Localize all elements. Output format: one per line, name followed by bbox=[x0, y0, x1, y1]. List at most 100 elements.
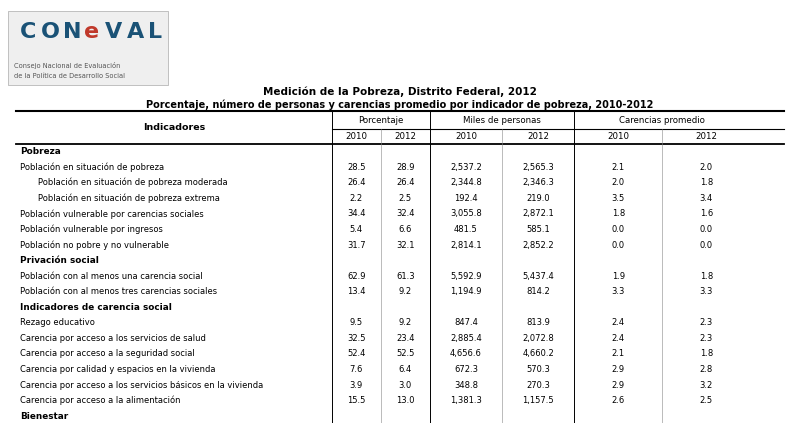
Text: e: e bbox=[84, 22, 99, 42]
Text: 1,157.5: 1,157.5 bbox=[522, 396, 554, 405]
Text: Carencia por acceso a los servicios básicos en la vivienda: Carencia por acceso a los servicios bási… bbox=[20, 381, 263, 390]
Text: Privación social: Privación social bbox=[20, 256, 99, 265]
Text: 192.4: 192.4 bbox=[454, 194, 478, 203]
Text: Población vulnerable por carencias sociales: Población vulnerable por carencias socia… bbox=[20, 209, 204, 219]
Text: 28.5: 28.5 bbox=[347, 163, 366, 172]
Text: 2.8: 2.8 bbox=[700, 365, 713, 374]
Text: 3.0: 3.0 bbox=[398, 381, 412, 390]
Text: 6.6: 6.6 bbox=[398, 225, 412, 234]
Text: 34.4: 34.4 bbox=[347, 209, 366, 218]
Text: 2,565.3: 2,565.3 bbox=[522, 163, 554, 172]
Text: 2.9: 2.9 bbox=[612, 381, 625, 390]
Text: C: C bbox=[20, 22, 36, 42]
Text: 219.0: 219.0 bbox=[526, 194, 550, 203]
Text: 4,660.2: 4,660.2 bbox=[522, 349, 554, 358]
FancyBboxPatch shape bbox=[8, 11, 168, 85]
Text: 3,055.8: 3,055.8 bbox=[450, 209, 482, 218]
Text: Carencia por acceso a la alimentación: Carencia por acceso a la alimentación bbox=[20, 396, 181, 405]
Text: 3.4: 3.4 bbox=[700, 194, 713, 203]
Text: Miles de personas: Miles de personas bbox=[463, 115, 541, 125]
Text: 2.1: 2.1 bbox=[612, 163, 625, 172]
Text: Indicadores de carencia social: Indicadores de carencia social bbox=[20, 303, 172, 312]
Text: Consejo Nacional de Evaluación: Consejo Nacional de Evaluación bbox=[14, 62, 121, 69]
Text: 15.5: 15.5 bbox=[347, 396, 366, 405]
Text: 1.8: 1.8 bbox=[612, 209, 625, 218]
Text: 2010: 2010 bbox=[607, 132, 630, 141]
Text: 2012: 2012 bbox=[394, 132, 416, 141]
Text: 62.9: 62.9 bbox=[347, 272, 366, 280]
Text: 1,381.3: 1,381.3 bbox=[450, 396, 482, 405]
Text: 2.4: 2.4 bbox=[612, 334, 625, 343]
Text: 2.1: 2.1 bbox=[612, 349, 625, 358]
Text: Rezago educativo: Rezago educativo bbox=[20, 319, 95, 327]
Text: 0.0: 0.0 bbox=[700, 241, 713, 250]
Text: 9.2: 9.2 bbox=[398, 287, 412, 296]
Text: 2.5: 2.5 bbox=[700, 396, 713, 405]
Text: 32.4: 32.4 bbox=[396, 209, 414, 218]
Text: L: L bbox=[148, 22, 162, 42]
Text: 1,194.9: 1,194.9 bbox=[450, 287, 482, 296]
Text: 5.4: 5.4 bbox=[350, 225, 363, 234]
Text: 1.8: 1.8 bbox=[700, 178, 713, 187]
Text: 2,872.1: 2,872.1 bbox=[522, 209, 554, 218]
Text: 2.9: 2.9 bbox=[612, 365, 625, 374]
Text: 13.0: 13.0 bbox=[396, 396, 414, 405]
Text: 2,346.3: 2,346.3 bbox=[522, 178, 554, 187]
Text: 2,344.8: 2,344.8 bbox=[450, 178, 482, 187]
Text: 2,885.4: 2,885.4 bbox=[450, 334, 482, 343]
Text: 28.9: 28.9 bbox=[396, 163, 414, 172]
Text: O: O bbox=[42, 22, 60, 42]
Text: 7.6: 7.6 bbox=[350, 365, 363, 374]
Text: 2012: 2012 bbox=[527, 132, 550, 141]
Text: 2.6: 2.6 bbox=[612, 396, 625, 405]
Text: Población con al menos una carencia social: Población con al menos una carencia soci… bbox=[20, 272, 202, 280]
Text: 2,852.2: 2,852.2 bbox=[522, 241, 554, 250]
Text: 3.9: 3.9 bbox=[350, 381, 363, 390]
Text: de la Política de Desarrollo Social: de la Política de Desarrollo Social bbox=[14, 73, 126, 79]
Text: 26.4: 26.4 bbox=[347, 178, 366, 187]
Text: Pobreza: Pobreza bbox=[20, 147, 61, 156]
Text: Porcentaje: Porcentaje bbox=[358, 115, 403, 125]
Text: N: N bbox=[62, 22, 81, 42]
Text: 61.3: 61.3 bbox=[396, 272, 414, 280]
Text: Medición de la Pobreza, Distrito Federal, 2012: Medición de la Pobreza, Distrito Federal… bbox=[263, 87, 537, 97]
Text: Indicadores: Indicadores bbox=[143, 123, 205, 132]
Text: Carencia por acceso a la seguridad social: Carencia por acceso a la seguridad socia… bbox=[20, 349, 194, 358]
Text: 2010: 2010 bbox=[346, 132, 367, 141]
Text: 0.0: 0.0 bbox=[612, 225, 625, 234]
Text: Bienestar: Bienestar bbox=[20, 412, 68, 421]
Text: 672.3: 672.3 bbox=[454, 365, 478, 374]
Text: 1.6: 1.6 bbox=[700, 209, 713, 218]
Text: Población con al menos tres carencias sociales: Población con al menos tres carencias so… bbox=[20, 287, 217, 296]
Text: Población no pobre y no vulnerable: Población no pobre y no vulnerable bbox=[20, 240, 169, 250]
Text: 1.9: 1.9 bbox=[612, 272, 625, 280]
Text: 2,537.2: 2,537.2 bbox=[450, 163, 482, 172]
Text: 585.1: 585.1 bbox=[526, 225, 550, 234]
Text: 0.0: 0.0 bbox=[700, 225, 713, 234]
Text: 3.3: 3.3 bbox=[612, 287, 625, 296]
Text: Carencias promedio: Carencias promedio bbox=[619, 115, 706, 125]
Text: 4,656.6: 4,656.6 bbox=[450, 349, 482, 358]
Text: 2,072.8: 2,072.8 bbox=[522, 334, 554, 343]
Text: 32.1: 32.1 bbox=[396, 241, 414, 250]
Text: 2012: 2012 bbox=[695, 132, 718, 141]
Text: 1.8: 1.8 bbox=[700, 349, 713, 358]
Text: 481.5: 481.5 bbox=[454, 225, 478, 234]
Text: 2.4: 2.4 bbox=[612, 319, 625, 327]
Text: Carencia por acceso a los servicios de salud: Carencia por acceso a los servicios de s… bbox=[20, 334, 206, 343]
Text: 5,592.9: 5,592.9 bbox=[450, 272, 482, 280]
Text: Población vulnerable por ingresos: Población vulnerable por ingresos bbox=[20, 225, 163, 234]
Text: 3.3: 3.3 bbox=[700, 287, 713, 296]
Text: 847.4: 847.4 bbox=[454, 319, 478, 327]
Text: 6.4: 6.4 bbox=[398, 365, 412, 374]
Text: 348.8: 348.8 bbox=[454, 381, 478, 390]
Text: 31.7: 31.7 bbox=[347, 241, 366, 250]
Text: 52.4: 52.4 bbox=[347, 349, 366, 358]
Text: 2.3: 2.3 bbox=[700, 319, 713, 327]
Text: 814.2: 814.2 bbox=[526, 287, 550, 296]
Text: 813.9: 813.9 bbox=[526, 319, 550, 327]
Text: 270.3: 270.3 bbox=[526, 381, 550, 390]
Text: Población en situación de pobreza moderada: Población en situación de pobreza modera… bbox=[30, 178, 227, 187]
Text: Población en situación de pobreza: Población en situación de pobreza bbox=[20, 162, 164, 172]
Text: 52.5: 52.5 bbox=[396, 349, 414, 358]
